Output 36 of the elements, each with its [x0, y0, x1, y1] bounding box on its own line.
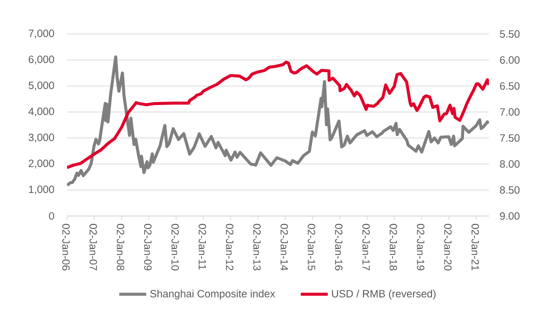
x-tick-label: 02-Jan-17: [362, 224, 370, 270]
y2-tick-label: 7.50: [500, 134, 520, 142]
y2-tick-label: 8.50: [500, 186, 520, 194]
y2-tick-label: 6.50: [500, 82, 520, 90]
x-tick-label: 02-Jan-11: [198, 224, 206, 270]
x-tick-label: 02-Jan-15: [308, 224, 316, 270]
x-tick-label: 02-Jan-19: [416, 224, 424, 270]
y-tick-label: 0: [49, 212, 54, 220]
x-tick-label: 02-Jan-18: [390, 224, 398, 270]
x-tick-label: 02-Jan-14: [280, 224, 288, 270]
y2-tick-label: 6.00: [500, 56, 520, 64]
y-tick-label: 4,000: [28, 108, 54, 116]
y-tick-label: 3,000: [28, 134, 54, 142]
y-tick-label: 2,000: [28, 160, 54, 168]
x-tick-label: 02-Jan-16: [335, 224, 342, 270]
y-tick-label: 6,000: [28, 56, 54, 64]
y-tick-label: 1,000: [29, 186, 54, 194]
legend-label: USD / RMB (reversed): [332, 290, 436, 300]
x-tick-label: 02-Jan-08: [116, 224, 124, 270]
x-tick-label: 02-Jan-06: [62, 224, 70, 270]
x-tick-label: 02-Jan-21: [472, 224, 479, 270]
line-series: [67, 60, 490, 170]
legend-label: Shanghai Composite index: [150, 290, 276, 300]
x-tick-label: 02-Jan-12: [226, 224, 234, 270]
y-tick-label: 7,000: [28, 30, 54, 38]
y2-tick-label: 9.00: [500, 212, 520, 220]
y2-tick-label: 7.00: [500, 108, 520, 116]
x-tick-label: 02-Jan-09: [144, 224, 152, 270]
x-tick-label: 02-Jan-10: [171, 224, 179, 270]
x-tick-label: 02-Jan-20: [444, 224, 452, 270]
line-series: [67, 55, 490, 187]
y-tick-label: 5,000: [28, 82, 54, 90]
x-tick-label: 02-Jan-13: [253, 224, 261, 270]
y2-tick-label: 8.00: [500, 160, 520, 168]
x-tick-label: 02-Jan-07: [90, 224, 97, 270]
y2-tick-label: 5.50: [500, 30, 520, 38]
